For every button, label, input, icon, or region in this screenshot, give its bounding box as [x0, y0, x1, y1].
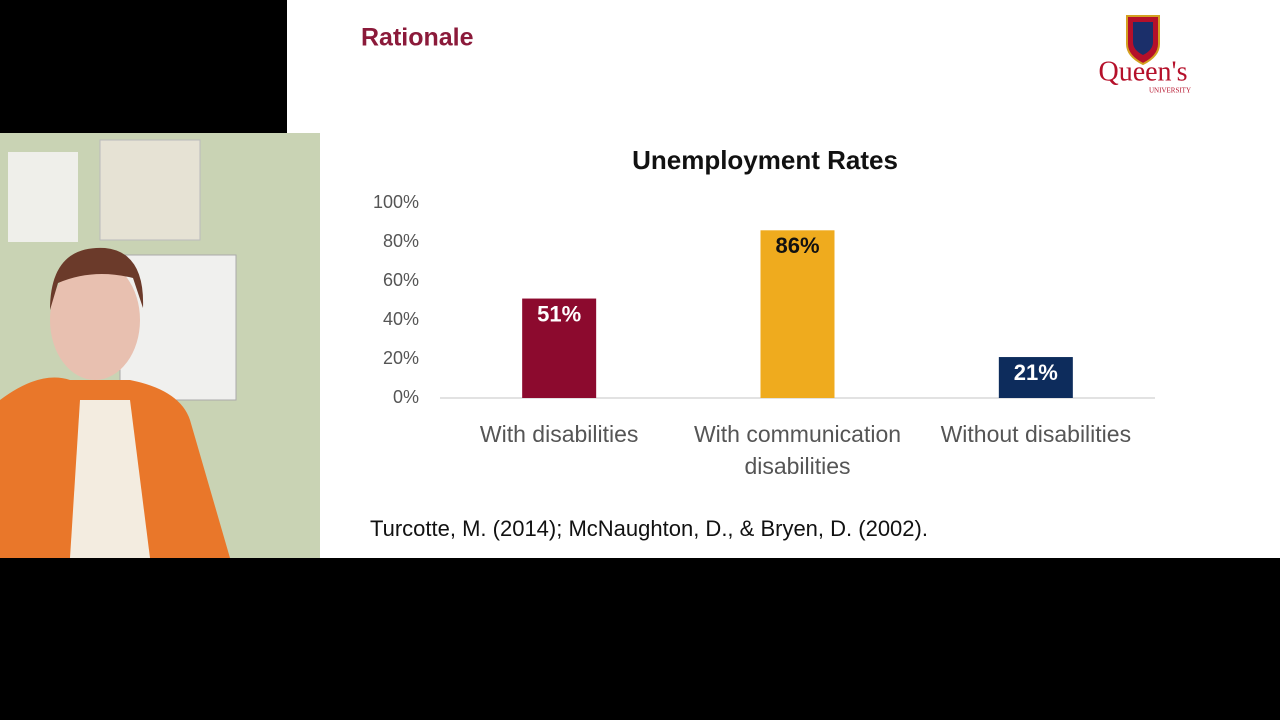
y-tick-label: 40% [383, 309, 419, 329]
y-tick-label: 60% [383, 270, 419, 290]
citation: Turcotte, M. (2014); McNaughton, D., & B… [370, 516, 928, 541]
bar [522, 298, 597, 398]
logo: Queen's UNIVERSITY [1098, 15, 1191, 95]
frame [99, 139, 201, 241]
webcam [0, 133, 320, 558]
bar [998, 357, 1073, 398]
y-tick-label: 20% [383, 348, 419, 368]
x-tick-label: With communication disabilities [693, 421, 902, 479]
y-tick-label: 100% [373, 192, 419, 212]
x-tick-label: With disabilities [479, 421, 639, 447]
bar [760, 230, 835, 398]
y-tick-label: 0% [393, 387, 419, 407]
hair [50, 247, 144, 310]
x-tick-label: Without disabilities [940, 421, 1132, 447]
logo-subtitle: UNIVERSITY [1149, 87, 1191, 95]
chart-title: Unemployment Rates [632, 145, 898, 175]
slide-title: Rationale [361, 24, 474, 52]
value-label: 86% [775, 233, 819, 258]
value-label: 21% [1014, 360, 1058, 385]
logo-name: Queen's [1098, 56, 1187, 87]
sign [8, 152, 78, 242]
y-tick-label: 80% [383, 231, 419, 251]
shirt [70, 400, 150, 558]
crest-inner [1133, 22, 1153, 55]
value-label: 51% [537, 301, 581, 326]
face [50, 260, 140, 380]
